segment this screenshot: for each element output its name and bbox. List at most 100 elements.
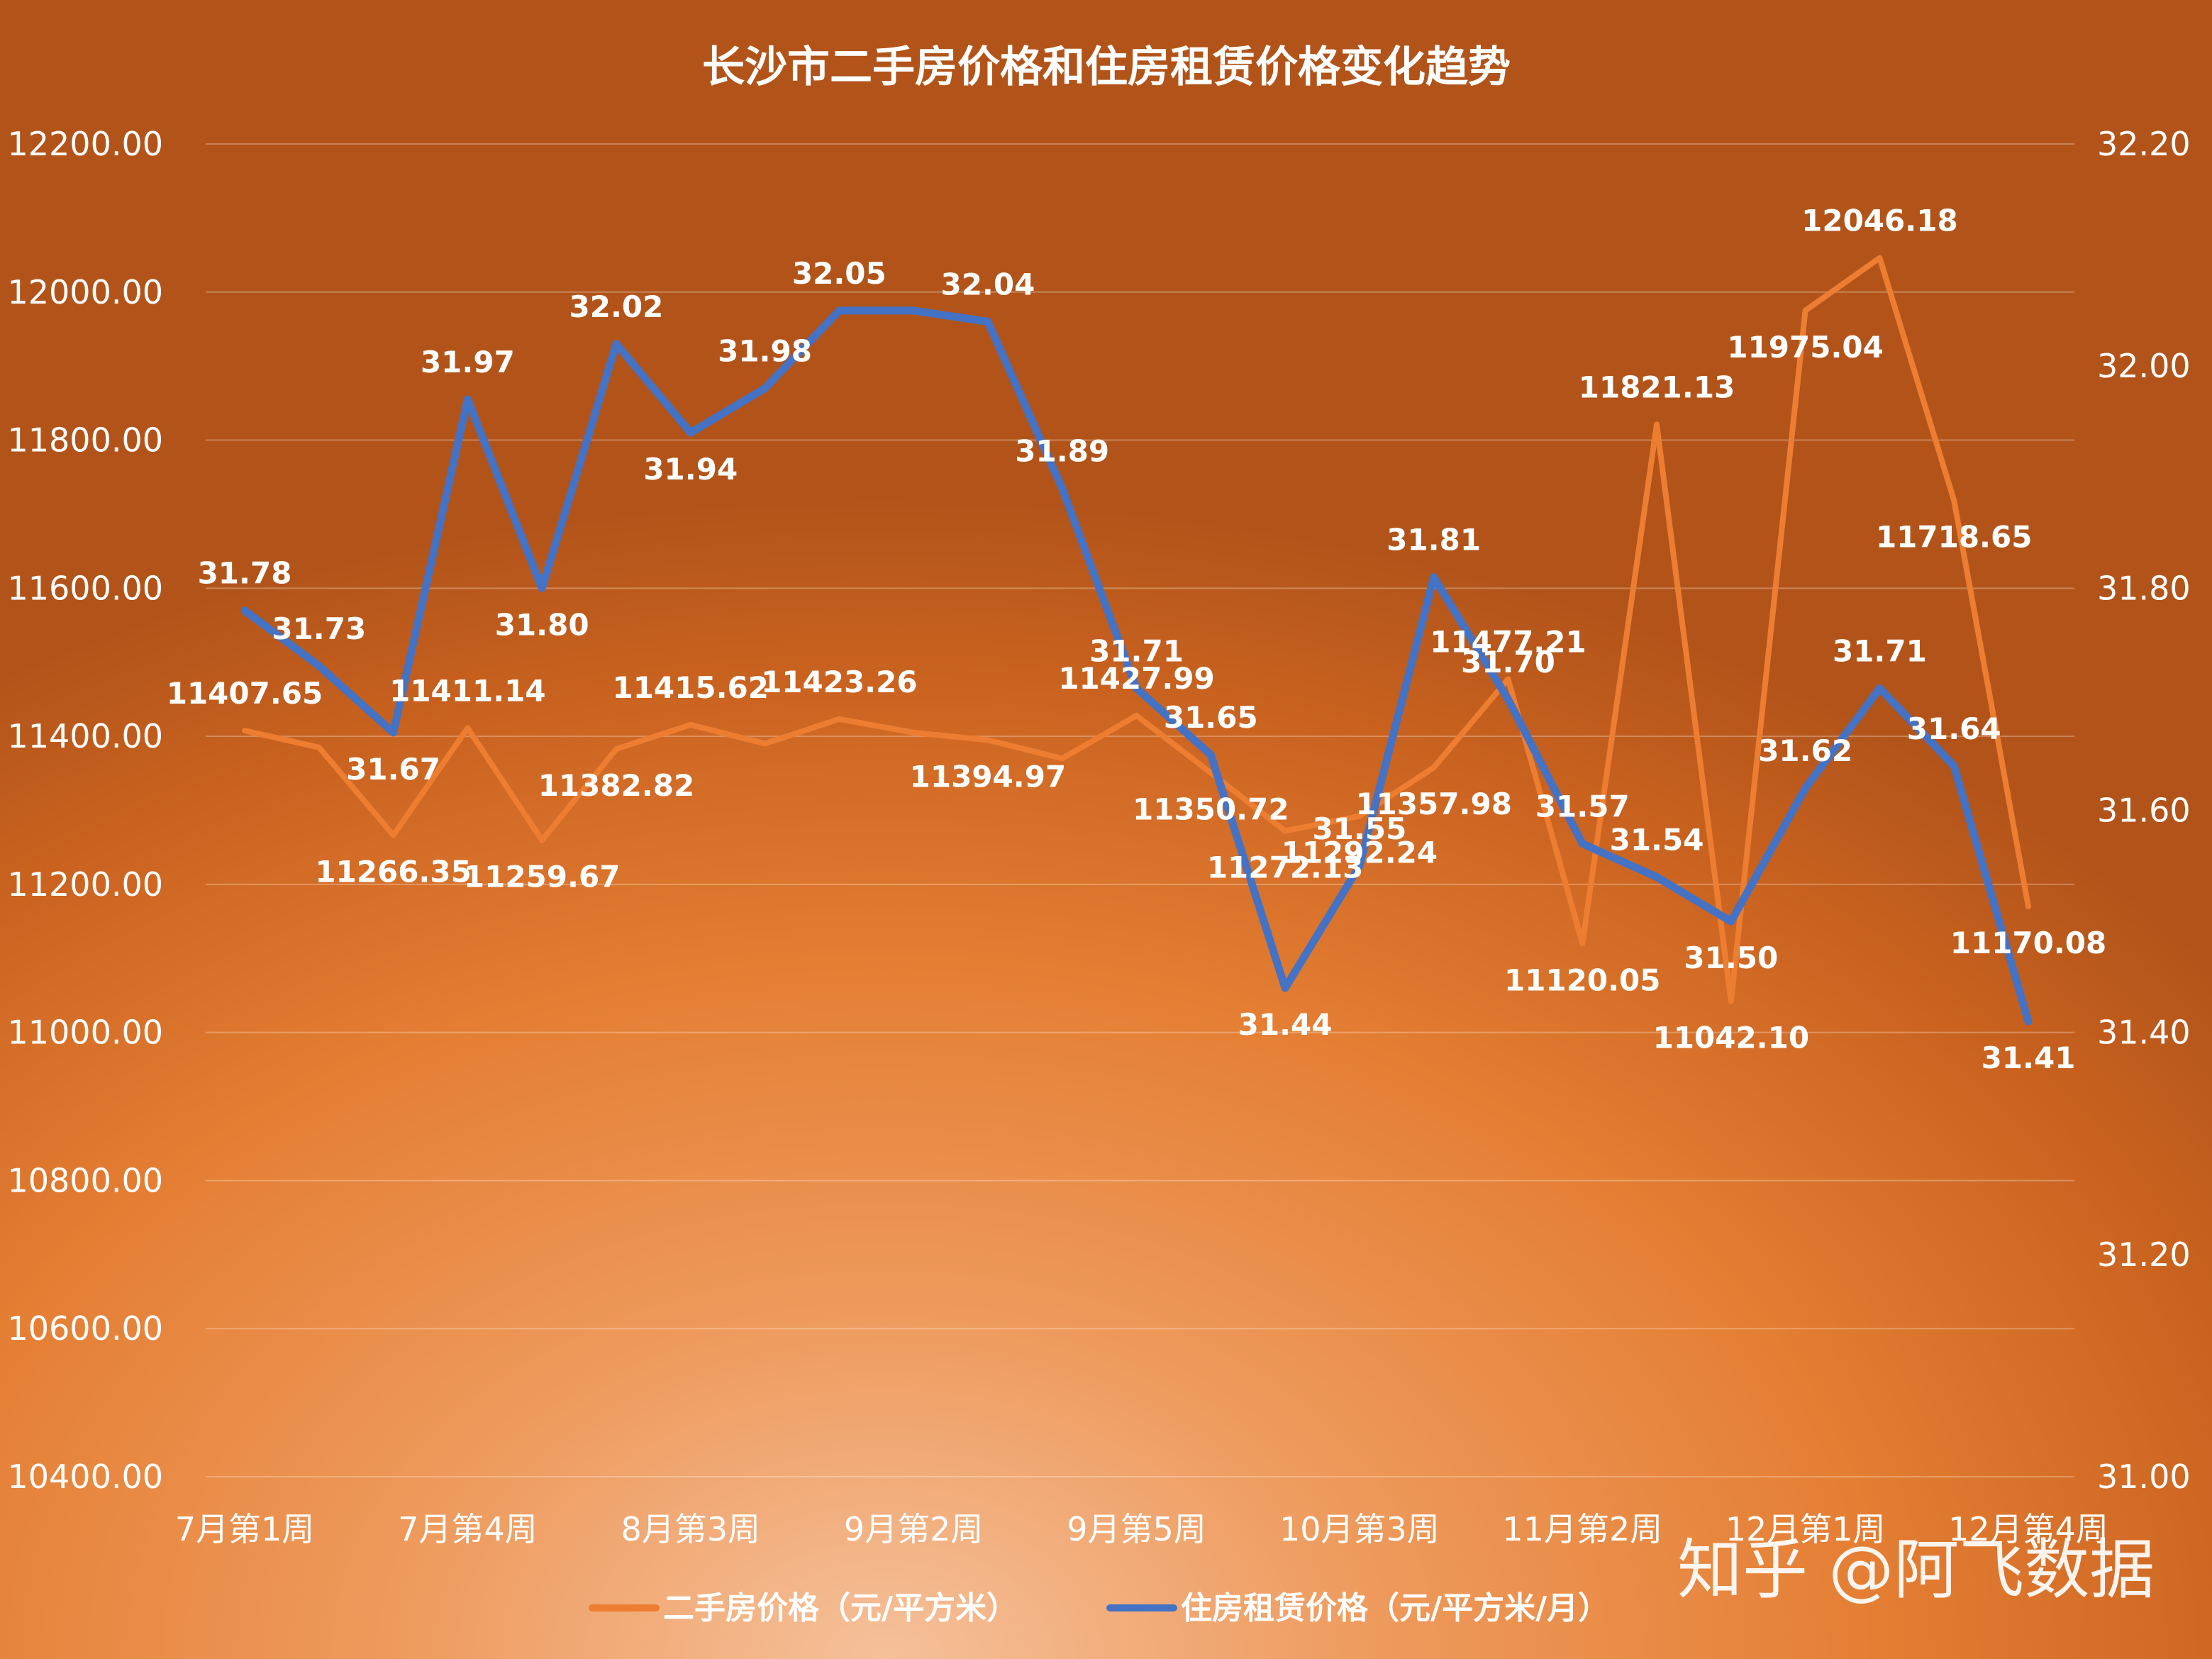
left-y-tick-label: 11000.00 bbox=[8, 1014, 164, 1052]
resale-price-point bbox=[1879, 257, 1881, 259]
chart-title: 长沙市二手房价格和住房租赁价格变化趋势 bbox=[702, 43, 1511, 92]
resale-price-point bbox=[1433, 766, 1435, 768]
legend-label-resale-price: 二手房价格（元/平方米） bbox=[663, 1590, 1018, 1626]
rent-price-point bbox=[1582, 843, 1584, 845]
rent-price-data-label: 31.89 bbox=[1015, 433, 1109, 468]
resale-price-data-label: 11718.65 bbox=[1876, 519, 2033, 554]
rent-price-data-label: 31.97 bbox=[421, 345, 515, 379]
rent-price-point bbox=[986, 321, 989, 323]
right-y-tick-label: 31.40 bbox=[2097, 1014, 2191, 1052]
left-y-axis: 10400.00 10600.00 10800.00 11000.00 11200.00… bbox=[8, 125, 164, 1496]
rent-price-data-label: 31.55 bbox=[1312, 811, 1406, 846]
rent-price-point bbox=[1358, 865, 1360, 867]
left-y-tick-label: 10600.00 bbox=[8, 1309, 164, 1348]
resale-price-point bbox=[1061, 758, 1063, 760]
left-y-tick-label: 11400.00 bbox=[8, 717, 164, 755]
rent-price-data-label: 32.02 bbox=[569, 289, 664, 324]
x-tick-label: 12月第4周 bbox=[1948, 1510, 2108, 1548]
rent-price-point bbox=[1284, 987, 1286, 989]
resale-price-point bbox=[541, 839, 543, 841]
resale-price-point bbox=[1582, 943, 1584, 945]
resale-price-data-label: 11411.14 bbox=[389, 673, 546, 708]
resale-price-data-label: 11292.24 bbox=[1282, 836, 1438, 870]
rent-price-point bbox=[1879, 687, 1881, 689]
resale-price-point bbox=[467, 727, 469, 729]
rent-price-data-label: 31.54 bbox=[1610, 822, 1704, 857]
resale-price-point bbox=[1284, 830, 1286, 832]
x-axis: 7月第1周 7月第4周 8月第3周 9月第2周 9月第5周 10月第3周 11月第2周 12月… bbox=[175, 1510, 2108, 1548]
resale-price-point bbox=[1507, 678, 1509, 680]
resale-price-point bbox=[838, 718, 840, 720]
resale-price-data-label: 11350.72 bbox=[1133, 792, 1289, 827]
resale-price-point bbox=[1953, 499, 1955, 501]
left-y-tick-label: 12000.00 bbox=[8, 273, 164, 311]
rent-price-point bbox=[689, 432, 691, 434]
legend-label-rent-price: 住房租赁价格（元/平方米/月） bbox=[1181, 1590, 1609, 1626]
rent-price-data-label: 31.41 bbox=[1982, 1041, 2076, 1075]
rent-price-data-label: 31.78 bbox=[198, 556, 292, 591]
resale-price-data-label: 11477.21 bbox=[1430, 625, 1586, 660]
resale-price-data-label: 11259.67 bbox=[464, 860, 621, 894]
rent-price-data-label: 32.05 bbox=[792, 256, 887, 291]
resale-price-point bbox=[913, 731, 915, 733]
right-y-tick-label: 31.20 bbox=[2097, 1236, 2191, 1274]
x-tick-label: 10月第3周 bbox=[1279, 1510, 1440, 1548]
resale-price-data-label: 11821.13 bbox=[1579, 370, 1735, 404]
right-y-tick-label: 31.00 bbox=[2097, 1458, 2191, 1496]
rent-price-point bbox=[244, 609, 245, 611]
resale-price-point bbox=[1730, 1000, 1732, 1002]
resale-price-data-label: 12046.18 bbox=[1801, 204, 1958, 238]
left-y-tick-label: 11200.00 bbox=[8, 865, 164, 904]
resale-price-data-label: 11394.97 bbox=[910, 759, 1067, 794]
left-y-tick-label: 11600.00 bbox=[8, 569, 164, 607]
resale-price-point bbox=[318, 746, 320, 748]
resale-price-data-label: 11975.04 bbox=[1727, 330, 1884, 365]
rent-price-point bbox=[541, 587, 543, 589]
rent-price-data-label: 31.98 bbox=[718, 333, 812, 368]
resale-price-data-label: 11423.26 bbox=[761, 665, 918, 699]
right-y-tick-label: 32.20 bbox=[2097, 125, 2191, 163]
rent-price-data-label: 31.80 bbox=[495, 607, 589, 642]
rent-price-data-label: 31.67 bbox=[346, 752, 440, 787]
rent-price-point bbox=[2028, 1021, 2029, 1023]
rent-price-point bbox=[392, 731, 394, 733]
resale-price-data-label: 11415.62 bbox=[612, 670, 769, 705]
data-labels: 11407.65 11266.35 11411.14 11259.67 11382.82… bbox=[167, 204, 2107, 1075]
resale-price-point bbox=[1804, 309, 1806, 311]
left-y-tick-label: 10800.00 bbox=[8, 1161, 164, 1199]
left-y-tick-label: 11800.00 bbox=[8, 421, 164, 460]
rent-price-data-label: 31.50 bbox=[1684, 941, 1778, 975]
resale-price-point bbox=[244, 730, 245, 732]
resale-price-data-label: 11266.35 bbox=[315, 855, 472, 889]
x-tick-label: 9月第2周 bbox=[844, 1510, 984, 1548]
resale-price-data-label: 11407.65 bbox=[167, 676, 323, 711]
rent-price-data-label: 31.73 bbox=[272, 611, 366, 646]
resale-price-point bbox=[1135, 714, 1138, 716]
resale-price-point bbox=[1656, 423, 1658, 426]
x-tick-label: 8月第3周 bbox=[621, 1510, 760, 1548]
resale-price-point bbox=[615, 748, 617, 750]
rent-price-data-label: 31.64 bbox=[1907, 711, 2001, 746]
series-lines bbox=[240, 255, 2033, 1026]
left-y-tick-label: 12200.00 bbox=[8, 125, 164, 163]
rent-price-data-label: 31.94 bbox=[643, 452, 738, 487]
x-tick-label: 12月第1周 bbox=[1725, 1510, 1886, 1548]
rent-price-point bbox=[1953, 765, 1955, 767]
resale-price-point bbox=[764, 743, 766, 745]
resale-price-data-label: 11272.13 bbox=[1207, 850, 1364, 885]
x-tick-label: 7月第4周 bbox=[398, 1510, 538, 1548]
resale-price-data-label: 11170.08 bbox=[1950, 926, 2107, 960]
legend: 二手房价格（元/平方米） 住房租赁价格（元/平方米/月） bbox=[589, 1590, 1609, 1626]
rent-price-point bbox=[1730, 921, 1732, 923]
rent-price-data-label: 31.57 bbox=[1535, 789, 1630, 823]
x-tick-label: 7月第1周 bbox=[175, 1510, 315, 1548]
rent-price-point bbox=[615, 343, 617, 345]
rent-price-point bbox=[467, 399, 469, 401]
rent-price-data-label: 31.81 bbox=[1386, 523, 1481, 557]
x-tick-label: 9月第5周 bbox=[1067, 1510, 1206, 1548]
rent-price-data-label: 31.70 bbox=[1461, 645, 1555, 679]
rent-price-data-label: 31.44 bbox=[1238, 1007, 1333, 1042]
rent-price-data-label: 32.04 bbox=[940, 267, 1035, 302]
